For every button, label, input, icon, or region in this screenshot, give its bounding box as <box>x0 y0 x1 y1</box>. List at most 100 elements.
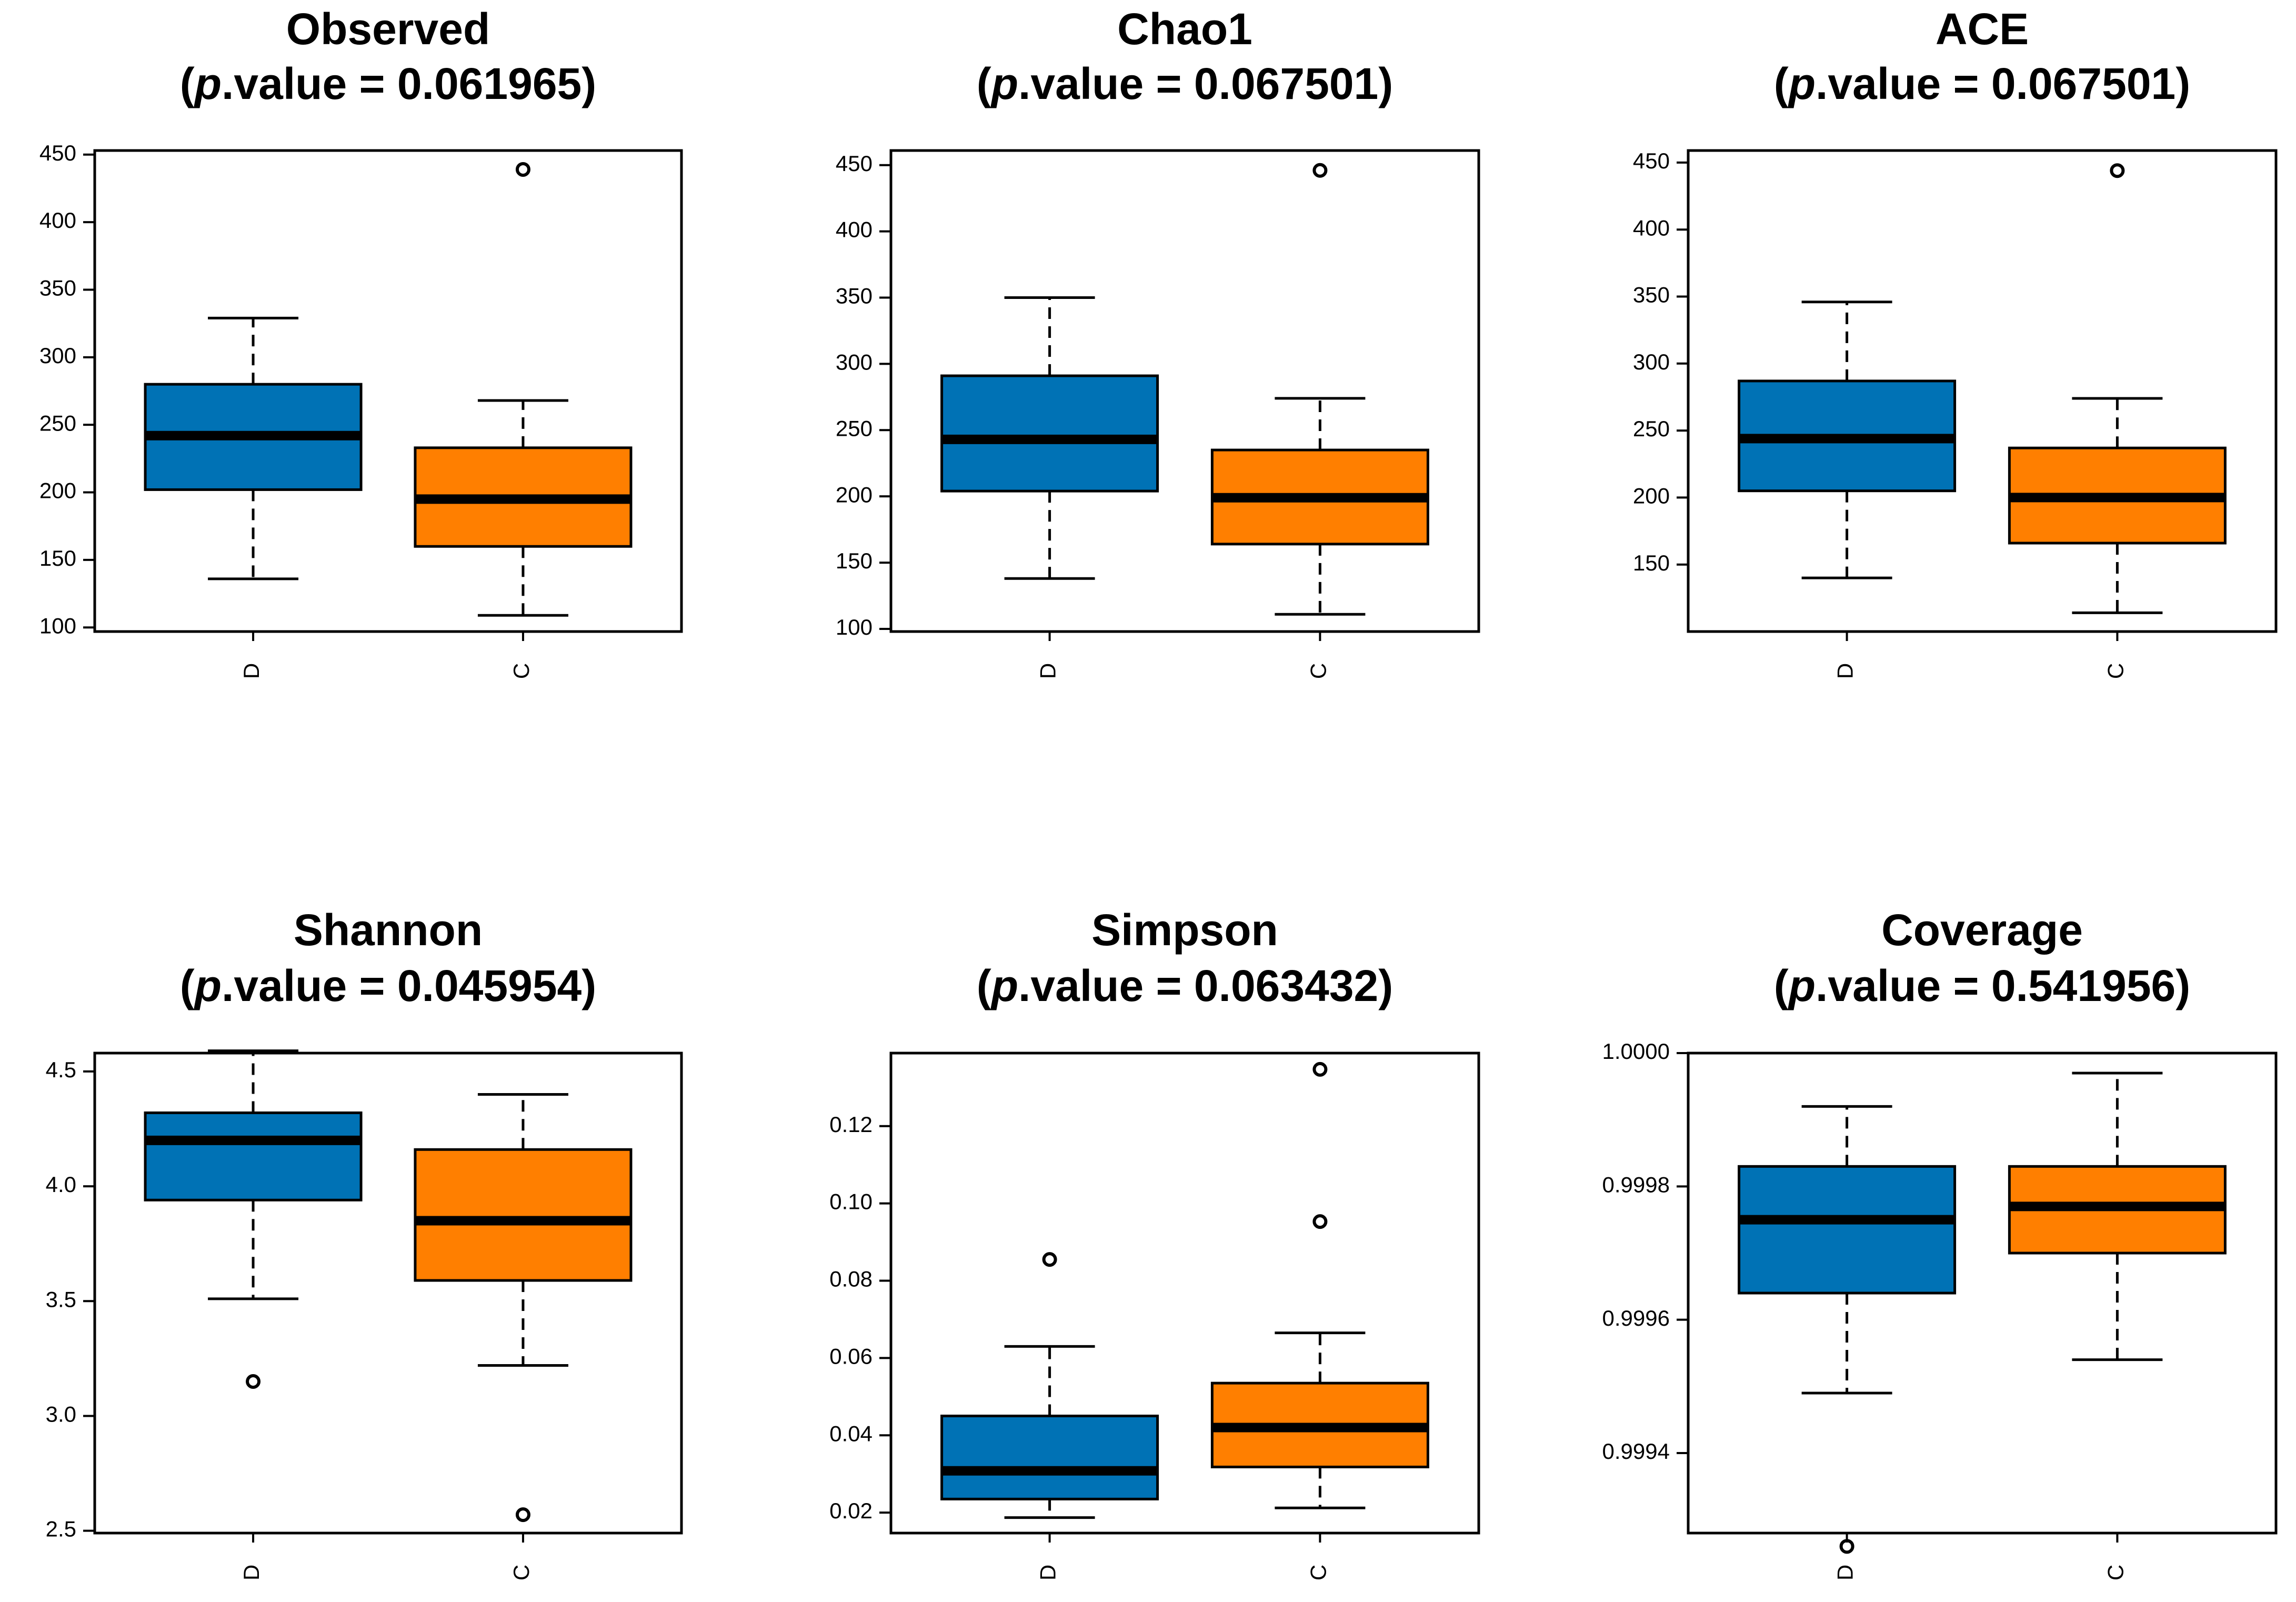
iqr-box <box>940 1415 1159 1500</box>
x-tick-label: C <box>1306 663 1331 679</box>
box-D <box>940 296 1159 580</box>
outlier-point <box>515 1507 530 1523</box>
chart-panel-observed: Observed (p.value = 0.061965) D C 100 150 200 2… <box>39 4 683 679</box>
y-tick-label: 0.9996 <box>1602 1306 1670 1330</box>
x-tick-label: D <box>239 663 264 679</box>
x-tick-label: D <box>1036 663 1060 679</box>
chart-title: Observed <box>286 4 490 54</box>
subtitle-value: .value = 0.541956) <box>1816 961 2190 1010</box>
chart-subtitle: (p.value = 0.067501) <box>1774 59 2191 108</box>
x-tick-label: D <box>239 1565 264 1580</box>
chart-subtitle: (p.value = 0.063432) <box>977 961 1393 1010</box>
y-tick-label: 3.5 <box>46 1287 76 1311</box>
subtitle-p-symbol: p <box>1788 961 1816 1010</box>
y-tick-label: 450 <box>1633 148 1670 173</box>
plot-frame <box>889 149 1480 633</box>
y-tick-label: 1.0000 <box>1602 1039 1670 1064</box>
subtitle-p-symbol: p <box>194 961 222 1010</box>
chart-panel-shannon: Shannon (p.value = 0.045954) D C 2.5 3.0 3.5 4.… <box>46 905 683 1580</box>
subtitle-value: .value = 0.063432) <box>1018 961 1393 1010</box>
y-tick-label: 100 <box>836 615 873 639</box>
subtitle-prefix: ( <box>977 961 991 1010</box>
subtitle-value: .value = 0.067501) <box>1816 59 2190 108</box>
subtitle-prefix: ( <box>977 59 991 108</box>
y-tick-label: 350 <box>1633 283 1670 307</box>
y-tick-label: 300 <box>39 343 76 368</box>
y-tick-label: 4.0 <box>46 1172 76 1197</box>
outlier-point <box>1312 163 1328 178</box>
y-tick-label: 450 <box>836 151 873 176</box>
chart-subtitle: (p.value = 0.067501) <box>977 59 1393 108</box>
y-tick-label: 200 <box>1633 483 1670 508</box>
iqr-box <box>1738 1165 1957 1295</box>
subtitle-p-symbol: p <box>194 59 222 108</box>
plot-frame <box>93 1052 683 1535</box>
outlier-point <box>1312 1062 1328 1077</box>
box-C <box>2008 163 2227 614</box>
y-tick-label: 2.5 <box>46 1517 76 1541</box>
outlier-point <box>2110 163 2125 178</box>
y-tick-label: 250 <box>1633 416 1670 441</box>
y-tick-label: 3.0 <box>46 1402 76 1427</box>
subtitle-value: .value = 0.067501) <box>1018 59 1393 108</box>
subtitle-p-symbol: p <box>990 59 1018 108</box>
y-tick-label: 300 <box>1633 349 1670 374</box>
chart-title: Coverage <box>1881 905 2083 955</box>
chart-panel-simpson: Simpson (p.value = 0.063432) D C 0.02 0.04 0.0… <box>829 905 1480 1580</box>
subtitle-prefix: ( <box>180 961 195 1010</box>
chart-panel-ace: ACE (p.value = 0.067501) D C 150 200 250 300 350… <box>1633 4 2278 679</box>
subtitle-p-symbol: p <box>1788 59 1816 108</box>
y-tick-label: 100 <box>39 613 76 638</box>
y-tick-label: 0.10 <box>829 1189 873 1214</box>
subtitle-p-symbol: p <box>990 961 1018 1010</box>
subtitle-value: .value = 0.061965) <box>222 59 596 108</box>
plot-frame <box>889 1052 1480 1535</box>
iqr-box <box>414 1148 633 1282</box>
y-tick-label: 250 <box>836 416 873 440</box>
outlier-point <box>246 1374 261 1389</box>
chart-subtitle: (p.value = 0.061965) <box>180 59 597 108</box>
x-tick-label: C <box>2103 1565 2128 1580</box>
x-tick-label: C <box>1306 1565 1331 1580</box>
y-tick-label: 0.02 <box>829 1498 873 1523</box>
box-D <box>1738 301 1957 579</box>
y-tick-label: 0.04 <box>829 1421 873 1446</box>
plot-frame <box>1687 1052 2278 1535</box>
y-tick-label: 250 <box>39 410 76 435</box>
subtitle-prefix: ( <box>1774 59 1789 108</box>
y-tick-label: 0.08 <box>829 1267 873 1291</box>
chart-panel-chao1: Chao1 (p.value = 0.067501) D C 100 150 200 250 3… <box>836 4 1480 679</box>
box-D <box>1738 1105 1957 1554</box>
chart-title: Simpson <box>1091 905 1278 955</box>
box-C <box>2008 1072 2227 1361</box>
outlier-point <box>1312 1214 1328 1229</box>
chart-title: Chao1 <box>1117 4 1252 54</box>
y-tick-label: 0.9998 <box>1602 1172 1670 1197</box>
subtitle-prefix: ( <box>180 59 195 108</box>
y-tick-label: 450 <box>39 141 76 165</box>
y-tick-label: 400 <box>39 208 76 233</box>
y-tick-label: 200 <box>836 482 873 507</box>
x-tick-label: C <box>509 663 534 679</box>
y-tick-label: 350 <box>836 284 873 308</box>
outlier-point <box>515 162 530 177</box>
plot-frame <box>1687 149 2278 633</box>
iqr-box <box>940 374 1159 493</box>
subtitle-prefix: ( <box>1774 961 1789 1010</box>
box-D <box>144 316 363 580</box>
y-tick-label: 150 <box>39 546 76 570</box>
y-tick-label: 150 <box>1633 550 1670 575</box>
y-tick-label: 350 <box>39 276 76 301</box>
y-tick-label: 400 <box>836 217 873 242</box>
y-tick-label: 0.12 <box>829 1112 873 1137</box>
plot-frame <box>93 149 683 633</box>
chart-panel-coverage: Coverage (p.value = 0.541956) D C 0.9994 0.99… <box>1602 905 2278 1580</box>
chart-title: ACE <box>1936 4 2029 54</box>
box-D <box>144 1049 363 1389</box>
chart-subtitle: (p.value = 0.541956) <box>1774 961 2191 1010</box>
y-tick-label: 4.5 <box>46 1057 76 1082</box>
box-C <box>1210 163 1429 616</box>
y-tick-label: 150 <box>836 548 873 573</box>
chart-title: Shannon <box>294 905 483 955</box>
box-C <box>414 162 633 617</box>
